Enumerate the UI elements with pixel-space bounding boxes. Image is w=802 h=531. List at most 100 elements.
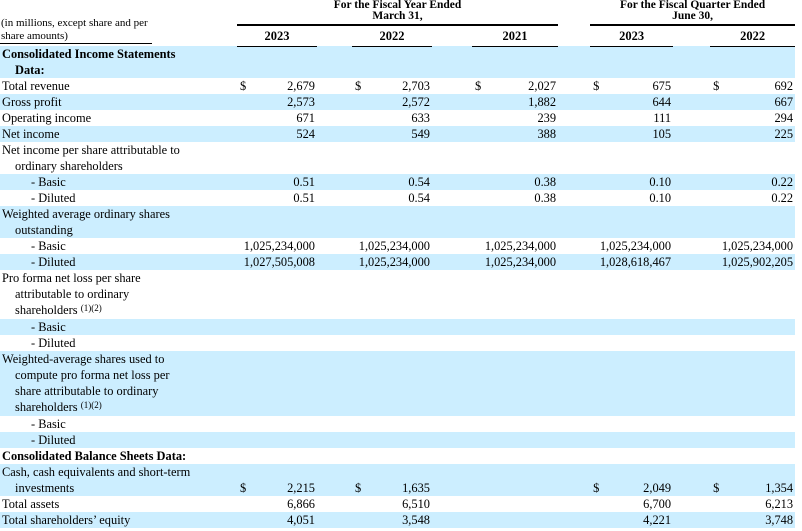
column-gap: [558, 254, 591, 270]
value-cell: [710, 206, 796, 238]
cell-value: 549: [411, 127, 430, 141]
currency-symbol: [472, 94, 475, 110]
currency-symbol: [710, 512, 713, 528]
column-gap: [558, 238, 590, 254]
currency-symbol: $: [355, 481, 362, 495]
currency-symbol: [710, 496, 713, 512]
column-gap: [558, 432, 591, 448]
currency-symbol: [590, 94, 593, 110]
value-cell: [352, 448, 432, 464]
value-cell: 105: [590, 126, 674, 142]
currency-symbol: [710, 94, 713, 110]
column-gap: [673, 25, 710, 46]
row-weighted-avg-proforma-header: Weighted-average shares used to compute p…: [0, 351, 796, 416]
row-label: Consolidated Income Statements Data:: [0, 46, 237, 78]
value-cell: 111: [590, 110, 673, 126]
cell-value: 1,025,234,000: [484, 255, 557, 269]
row-nips-diluted: - Diluted 0.51 0.54 0.38 0.10 0.22: [0, 190, 795, 206]
cell-value: 6,866: [287, 497, 315, 511]
value-cell: 1,025,902,205: [710, 254, 796, 270]
value-cell: 225: [710, 126, 796, 142]
column-gap: [673, 254, 711, 270]
column-gap: [673, 94, 711, 110]
column-gap: [317, 512, 352, 528]
row-label: - Diluted: [0, 432, 237, 448]
column-gap: [673, 206, 711, 238]
currency-symbol: [590, 110, 593, 126]
value-cell: 2,573: [237, 94, 317, 110]
row-weighted-avg-shares-header: Weighted average ordinary shares outstand…: [0, 206, 796, 238]
column-gap: [317, 238, 352, 254]
value-cell: [590, 448, 673, 464]
value-cell: 0.38: [472, 174, 559, 190]
currency-symbol: $: [593, 79, 600, 93]
cell-value: 667: [774, 95, 794, 109]
currency-symbol: [590, 254, 593, 270]
value-cell: $2,027: [472, 78, 558, 94]
column-gap: [673, 319, 711, 335]
value-cell: [237, 46, 317, 78]
currency-symbol: [237, 238, 240, 254]
currency-symbol: [590, 174, 593, 190]
value-cell: 1,025,234,000: [472, 238, 558, 254]
column-gap: [673, 142, 710, 174]
currency-symbol: [472, 190, 475, 206]
value-cell: [237, 335, 317, 351]
column-gap: [317, 206, 352, 238]
currency-symbol: [710, 110, 713, 126]
value-cell: [472, 270, 558, 319]
currency-symbol: [590, 126, 593, 142]
units-note-line2: share amounts): [1, 29, 68, 42]
value-cell: [237, 142, 317, 174]
column-gap: [432, 46, 472, 78]
currency-symbol: $: [240, 79, 247, 93]
column-gap: [317, 448, 352, 464]
value-cell: [590, 46, 674, 78]
cell-value: 0.10: [649, 191, 672, 205]
value-cell: [237, 448, 317, 464]
value-cell: [710, 351, 796, 416]
currency-symbol: [472, 254, 475, 270]
column-gap: [432, 78, 472, 94]
cell-value: 105: [652, 127, 672, 141]
row-cash-and-investments: Cash, cash equivalents and short-term inv…: [0, 464, 796, 496]
currency-symbol: $: [240, 481, 247, 495]
value-cell: [237, 270, 317, 319]
cell-value: 1,027,505,008: [243, 255, 315, 269]
value-cell: [237, 206, 317, 238]
row-label: Consolidated Balance Sheets Data:: [2, 449, 187, 463]
value-cell: $2,703: [352, 78, 432, 94]
fiscal-quarter-group-header: For the Fiscal Quarter Ended June 30,: [590, 0, 796, 26]
currency-symbol: [352, 126, 355, 142]
column-gap: [317, 351, 352, 416]
row-total-assets: Total assets 6,866 6,510 6,700 6,213: [0, 496, 795, 512]
value-cell: 667: [710, 94, 796, 110]
row-label: Weighted-average shares used to compute p…: [0, 351, 237, 416]
column-header-q-2023: 2023: [590, 25, 674, 47]
cell-value: 1,025,234,000: [484, 239, 557, 253]
column-gap: [558, 174, 591, 190]
column-gap: [432, 512, 472, 528]
cell-value: 225: [774, 127, 794, 141]
column-header-fy-2021: 2021: [472, 25, 559, 47]
value-cell: 388: [472, 126, 559, 142]
currency-symbol: [710, 238, 713, 254]
row-label: - Basic: [0, 319, 237, 335]
currency-symbol: [590, 238, 593, 254]
column-gap: [673, 432, 711, 448]
value-cell: [710, 335, 795, 351]
cell-value: 1,025,234,000: [358, 239, 430, 253]
currency-symbol: [710, 174, 713, 190]
cell-value: 2,215: [287, 481, 315, 495]
column-gap: [558, 206, 591, 238]
column-gap: [432, 464, 472, 496]
fiscal-quarter-group-title: For the Fiscal Quarter Ended: [619, 0, 766, 11]
column-gap: [558, 464, 591, 496]
currency-symbol: [237, 496, 240, 512]
value-cell: 1,025,234,000: [472, 254, 559, 270]
value-cell: 3,548: [352, 512, 432, 528]
currency-symbol: [472, 238, 475, 254]
column-gap: [432, 126, 472, 142]
cell-value: 633: [411, 111, 430, 125]
column-gap: [673, 126, 711, 142]
